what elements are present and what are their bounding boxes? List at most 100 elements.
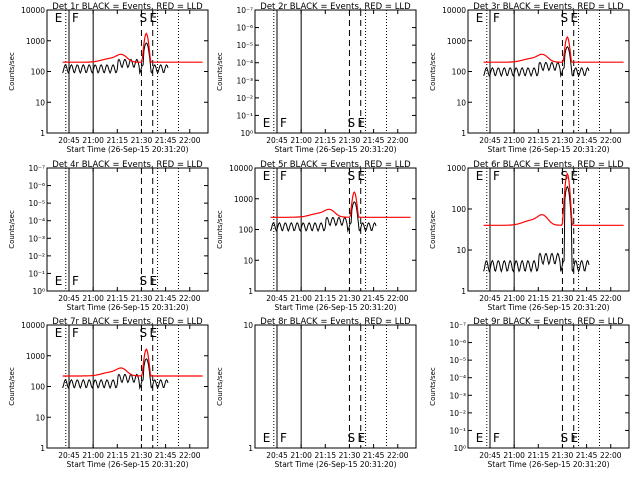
series-lld-line [270,191,411,218]
panel-det-8: Det 8r BLACK = Events, RED = LLD 1 10 Count… [216,317,417,469]
y-tick-label: 10⁻² [236,94,253,103]
panel-title: Det 2r BLACK = Events, RED = LLD [260,2,411,12]
axis-frame [467,167,630,292]
y-axis-label: Counts/sec [216,52,224,91]
x-tick-label: 21:00 [82,136,104,145]
panel-title: Det 7r BLACK = Events, RED = LLD [52,317,203,327]
x-axis-label: Start Time (26-Sep-15 20:31:20) [67,145,189,154]
series-lld-line [62,348,203,377]
y-tick-label: 10⁻⁷ [449,321,466,330]
y-tick-label: 10⁻⁷ [236,6,253,15]
axis-frame [254,167,417,292]
series-events-line [483,185,590,273]
y-tick-label: 1 [461,129,466,138]
y-tick-label: 10⁰ [453,444,466,453]
y-tick-label: 10⁻² [449,409,466,418]
x-tick-label: 21:15 [106,294,128,303]
marker-s-2: S [139,11,147,25]
series-events-line [62,358,169,390]
y-tick-label: 10⁻⁵ [236,41,253,50]
y-tick-label: 10000 [21,321,45,330]
marker-e-0: E [55,326,63,340]
y-tick-label: 10 [456,246,466,255]
panel-det-5: Det 5r BLACK = Events, RED = LLD 1 10 100 10… [216,160,417,312]
marker-e-3: E [358,116,366,130]
marker-e-3: E [358,431,366,445]
x-tick-label: 21:15 [527,294,549,303]
y-tick-label: 10⁻⁶ [236,24,253,33]
x-tick-label: 21:00 [82,294,104,303]
marker-s-2: S [347,431,355,445]
panel-title: Det 9r BLACK = Events, RED = LLD [473,317,624,327]
marker-f-1: F [280,169,287,183]
y-tick-label: 10 [456,98,466,107]
series-events-line [62,42,169,75]
y-tick-label: 10⁻⁵ [449,356,466,365]
x-axis-label: Start Time (26-Sep-15 20:31:20) [67,303,189,312]
marker-e-0: E [476,431,484,445]
marker-f-1: F [493,169,500,183]
y-tick-label: 10⁻¹ [449,426,466,435]
x-tick-label: 21:30 [339,294,361,303]
panel-det-4: Det 4r BLACK = Events, RED = LLD 10⁰ 10⁻¹ 1… [8,160,209,312]
x-axis-label: Start Time (26-Sep-15 20:31:20) [67,460,189,469]
panel-det-7: Det 7r BLACK = Events, RED = LLD 1 10 100 10… [8,317,209,469]
x-tick-label: 20:45 [266,136,288,145]
y-tick-label: 10⁰ [240,129,253,138]
panel-det-6: Det 6r BLACK = Events, RED = LLD 1 10 100 10… [429,160,630,312]
marker-e-3: E [150,326,158,340]
marker-s-2: S [560,169,568,183]
x-tick-label: 21:45 [576,294,598,303]
y-tick-label: 10⁻¹ [28,269,45,278]
y-tick-label: 10 [35,413,45,422]
x-tick-label: 22:00 [600,451,622,460]
x-tick-label: 20:45 [58,451,80,460]
x-tick-label: 21:45 [155,451,177,460]
y-axis-label: Counts/sec [216,367,224,406]
panel-title: Det 4r BLACK = Events, RED = LLD [52,160,203,170]
y-tick-label: 100 [31,68,46,77]
y-tick-label: 1000 [26,352,45,361]
series-lld-line [62,32,203,63]
y-axis-label: Counts/sec [429,210,437,249]
y-tick-label: 1 [248,287,253,296]
y-tick-label: 1000 [447,164,466,173]
series-lld-line [483,35,624,63]
x-tick-label: 21:00 [503,136,525,145]
y-tick-label: 100 [452,68,467,77]
x-tick-label: 21:00 [290,451,312,460]
y-tick-label: 10⁻⁵ [28,199,45,208]
panel-title: Det 8r BLACK = Events, RED = LLD [260,317,411,327]
axis-frame [254,9,417,134]
marker-s-2: S [560,11,568,25]
y-tick-label: 10000 [442,6,466,15]
panel-title: Det 1r BLACK = Events, RED = LLD [52,2,203,12]
marker-e-3: E [150,11,158,25]
marker-s-2: S [139,274,147,288]
marker-e-0: E [55,11,63,25]
y-tick-label: 10 [35,98,45,107]
x-axis-label: Start Time (26-Sep-15 20:31:20) [275,145,397,154]
axis-frame [467,324,630,449]
panel-det-9: Det 9r BLACK = Events, RED = LLD 10⁰ 10⁻¹ 1… [429,317,630,469]
x-tick-label: 21:45 [576,451,598,460]
marker-f-1: F [280,116,287,130]
x-tick-label: 22:00 [179,451,201,460]
marker-e-3: E [358,169,366,183]
x-axis-label: Start Time (26-Sep-15 20:31:20) [488,303,610,312]
x-tick-label: 22:00 [179,136,201,145]
y-tick-label: 10⁻⁷ [28,164,45,173]
x-tick-label: 22:00 [387,294,409,303]
x-tick-label: 20:45 [266,451,288,460]
marker-f-1: F [280,431,287,445]
marker-f-1: F [72,11,79,25]
y-tick-label: 10⁻¹ [236,111,253,120]
panel-det-2: Det 2r BLACK = Events, RED = LLD 10⁰ 10⁻¹ 1… [216,2,417,154]
x-tick-label: 20:45 [58,136,80,145]
marker-e-3: E [571,431,579,445]
marker-s-2: S [139,326,147,340]
y-tick-label: 10 [243,256,253,265]
x-axis-label: Start Time (26-Sep-15 20:31:20) [488,145,610,154]
y-tick-label: 1 [461,287,466,296]
